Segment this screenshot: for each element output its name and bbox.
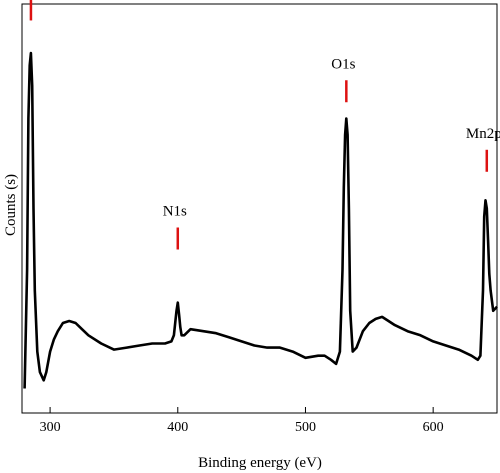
x-tick-label: 500: [295, 420, 316, 435]
peak-annotations: C1sN1sO1sMn2p: [29, 0, 500, 250]
x-tick-label: 300: [40, 420, 61, 435]
x-axis-ticks: 300 400 500 600: [40, 407, 444, 435]
peak-label: Mn2p: [466, 126, 500, 142]
peak-label: N1s: [163, 203, 187, 219]
x-axis-label: Binding energy (eV): [198, 455, 322, 471]
x-tick-label: 400: [167, 420, 188, 435]
x-tick-label: 600: [423, 420, 444, 435]
spectrum-line: [23, 51, 498, 389]
chart-marks: [23, 51, 498, 389]
peak-label: O1s: [331, 56, 355, 72]
plot-border: [21, 3, 498, 414]
y-axis-label: Counts (s): [3, 174, 19, 236]
plot-frame: [21, 3, 498, 414]
